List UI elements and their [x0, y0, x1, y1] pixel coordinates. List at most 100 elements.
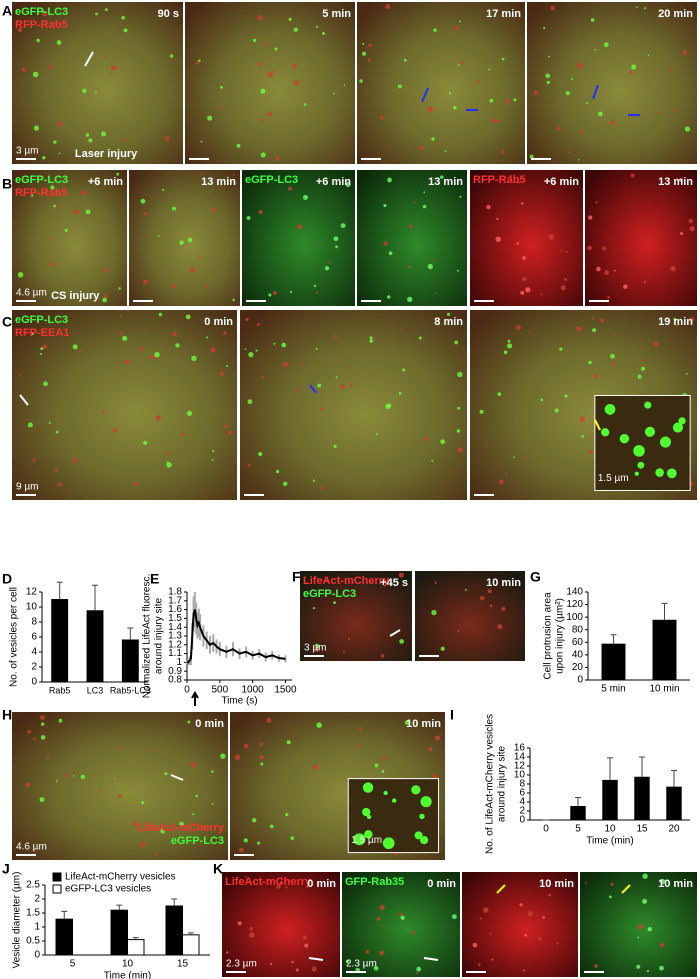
vesicle: [273, 69, 276, 72]
y-tick-label: 2.5: [26, 880, 40, 891]
vesicle: [653, 341, 659, 347]
vesicle: [527, 911, 533, 917]
vesicle: [258, 451, 263, 457]
x-tick-label: 0: [184, 685, 190, 696]
vesicle: [522, 969, 525, 972]
y-tick-label: 8: [31, 617, 37, 628]
error-bar: [127, 627, 134, 640]
vesicle: [290, 836, 295, 840]
vesicle: [451, 914, 457, 920]
x-axis-label: Time (s): [221, 696, 257, 707]
time-label: 10 min: [658, 878, 693, 890]
y-axis-label: around injury site: [497, 745, 508, 822]
vesicle: [556, 126, 561, 131]
vesicle: [588, 449, 593, 454]
vesicle: [644, 426, 656, 437]
vesicle: [350, 366, 352, 369]
vesicle: [40, 715, 45, 720]
micrograph: [240, 310, 467, 500]
vesicle: [119, 314, 122, 317]
vesicle: [315, 648, 319, 652]
micrograph: [342, 872, 460, 977]
vesicle: [118, 287, 121, 290]
vesicle: [48, 64, 54, 69]
x-tick-label: 10 min: [649, 684, 679, 695]
vesicle: [257, 14, 264, 21]
vesicle: [57, 121, 63, 127]
vesicle: [110, 72, 113, 75]
vesicle: [295, 968, 299, 972]
vesicle: [162, 188, 165, 191]
vesicle: [383, 241, 388, 246]
vesicle: [407, 296, 413, 302]
channel-label: LifeAct-mCherry: [138, 822, 225, 834]
vesicle: [610, 882, 614, 886]
vesicle: [232, 298, 235, 302]
y-tick-label: 0: [31, 677, 37, 688]
bar: [652, 619, 677, 681]
y-axis-label: Vesicle diameter (µm): [12, 872, 23, 969]
y-axis-label: No. of vesicles per cell: [9, 587, 20, 687]
vesicle: [19, 374, 22, 377]
time-label: 10 min: [486, 577, 521, 589]
channel-label: eGFP-LC3: [171, 835, 224, 847]
bar: [601, 643, 626, 681]
vesicle: [234, 754, 241, 761]
micrograph: [462, 872, 578, 977]
y-tick-label: 14: [514, 752, 526, 763]
vesicle: [195, 794, 198, 798]
vesicle: [434, 292, 437, 295]
x-axis-label: Time (min): [104, 971, 151, 979]
x-tick-label: 15: [636, 824, 648, 835]
scale-label: 4.6 µm: [16, 288, 47, 299]
vesicle: [51, 262, 55, 266]
vesicle: [432, 773, 438, 779]
vesicle: [489, 932, 492, 935]
vesicle: [200, 173, 204, 176]
vesicle: [150, 354, 155, 360]
vesicle: [172, 206, 176, 211]
channel-label: GFP-Rab35: [345, 876, 404, 888]
y-axis-label: Normalized LifeAct fluoresc.: [142, 574, 153, 699]
vesicle: [256, 323, 261, 327]
vesicle: [104, 55, 107, 58]
vesicle: [316, 722, 322, 728]
vesicle: [101, 131, 107, 137]
vesicle: [647, 54, 650, 57]
error-bar: [116, 904, 123, 911]
vesicle: [666, 468, 677, 479]
error-bar: [671, 770, 677, 788]
vesicle: [166, 461, 169, 464]
vesicle: [153, 749, 156, 752]
panel-letter: F: [292, 569, 301, 585]
time-label: 19 min: [658, 316, 693, 328]
vesicle: [207, 115, 213, 121]
time-label: 13 min: [658, 176, 693, 188]
vesicle: [217, 105, 221, 109]
micrograph: [12, 2, 183, 164]
vesicle: [266, 717, 272, 723]
vesicle: [598, 111, 603, 117]
vesicle: [404, 95, 407, 98]
vesicle: [559, 347, 563, 351]
y-tick-label: 120: [566, 599, 583, 610]
micrograph: [129, 170, 240, 306]
channel-label: RFP-Rab5: [15, 187, 68, 199]
vesicle: [349, 383, 354, 387]
bar: [127, 939, 145, 956]
vesicle: [516, 242, 520, 245]
vesicle: [434, 581, 437, 585]
y-tick-label: 12: [26, 587, 38, 598]
vesicle: [285, 886, 288, 889]
vesicle: [613, 332, 616, 335]
vesicle: [334, 335, 337, 338]
vesicle: [81, 190, 87, 196]
error-bar: [171, 898, 178, 906]
vesicle: [315, 347, 318, 350]
error-bar: [187, 932, 194, 935]
vesicle: [42, 344, 48, 350]
vesicle: [257, 841, 261, 845]
panel-letter: H: [2, 707, 12, 723]
channel-label: eGFP-LC3: [15, 6, 68, 18]
vesicle: [132, 820, 138, 826]
